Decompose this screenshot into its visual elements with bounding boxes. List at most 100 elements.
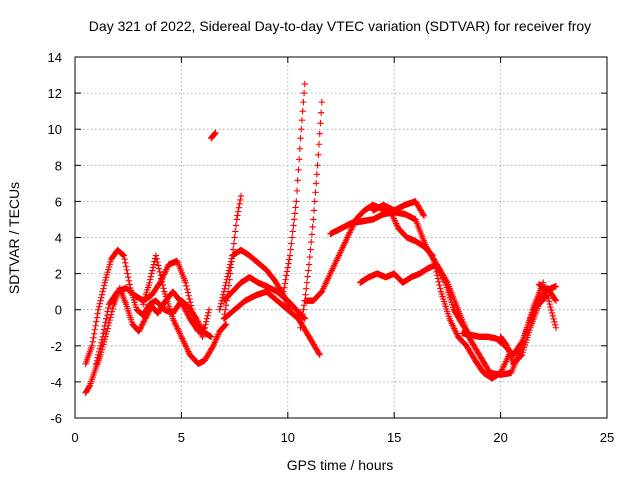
- data-point: [298, 315, 306, 322]
- data-point: [184, 311, 191, 318]
- data-point: [547, 303, 554, 311]
- y-tick-label: 12: [48, 86, 62, 101]
- data-point: [159, 281, 167, 289]
- data-point: [203, 318, 210, 325]
- data-point: [544, 292, 551, 299]
- y-tick-label: 6: [55, 194, 62, 209]
- data-point: [283, 268, 291, 275]
- series-arc-17: [497, 292, 560, 368]
- data-point: [137, 325, 144, 332]
- data-point: [290, 222, 297, 229]
- data-point: [306, 253, 313, 261]
- data-point: [292, 204, 299, 211]
- data-point: [96, 345, 104, 353]
- data-point: [545, 297, 553, 305]
- data-point: [146, 279, 153, 286]
- data-point: [318, 98, 326, 106]
- x-tick-label: 5: [178, 430, 185, 445]
- data-point: [100, 326, 108, 333]
- data-point: [122, 259, 129, 266]
- series-arc-14: [369, 198, 428, 220]
- data-point: [550, 315, 557, 323]
- data-point: [552, 324, 560, 331]
- data-point: [158, 275, 165, 282]
- data-point: [281, 280, 289, 287]
- y-tick-label: 8: [55, 158, 62, 173]
- data-point: [140, 318, 148, 325]
- data-point: [202, 321, 209, 328]
- data-point: [552, 297, 560, 304]
- data-point: [311, 198, 318, 205]
- data-point: [315, 151, 322, 158]
- data-point: [109, 305, 116, 313]
- data-point: [517, 340, 525, 347]
- data-point: [182, 279, 189, 286]
- data-point: [297, 135, 304, 142]
- data-point: [291, 210, 299, 217]
- data-point: [282, 276, 289, 283]
- data-point: [137, 323, 145, 331]
- data-point: [150, 261, 157, 268]
- data-point: [228, 255, 235, 262]
- data-point: [308, 231, 316, 238]
- data-point: [98, 294, 105, 301]
- data-point: [231, 234, 238, 241]
- data-point: [205, 309, 212, 316]
- data-point: [303, 279, 311, 286]
- data-point: [297, 324, 304, 331]
- data-point: [299, 311, 306, 318]
- data-point: [300, 89, 308, 97]
- data-point: [100, 329, 107, 337]
- data-point: [315, 350, 323, 357]
- x-tick-label: 25: [600, 430, 614, 445]
- data-point: [281, 284, 288, 291]
- y-tick-label: -2: [50, 339, 62, 354]
- data-point: [549, 312, 557, 320]
- data-point: [227, 258, 235, 265]
- data-point: [283, 272, 290, 279]
- data-point: [546, 300, 553, 308]
- data-point: [95, 351, 102, 359]
- data-point: [85, 383, 93, 390]
- data-point: [216, 306, 223, 313]
- data-point: [300, 98, 307, 106]
- data-point: [293, 198, 300, 205]
- data-point: [280, 288, 287, 295]
- y-tick-label: 4: [55, 231, 62, 246]
- data-point: [295, 156, 303, 163]
- data-point: [286, 256, 293, 263]
- data-point: [300, 301, 308, 309]
- data-point: [120, 252, 128, 259]
- data-point: [237, 196, 244, 204]
- data-point: [187, 299, 194, 306]
- data-point: [186, 295, 193, 303]
- data-point: [305, 261, 313, 268]
- data-point: [92, 322, 99, 329]
- data-point: [420, 212, 428, 220]
- data-point: [303, 285, 310, 292]
- data-point: [203, 315, 211, 322]
- data-point: [517, 352, 525, 359]
- data-point: [189, 308, 196, 316]
- data-point: [284, 264, 291, 271]
- data-point: [548, 306, 555, 314]
- data-point: [230, 240, 238, 247]
- data-point: [107, 314, 114, 321]
- x-tick-label: 15: [387, 430, 401, 445]
- y-tick-label: 14: [48, 50, 62, 65]
- data-point: [148, 270, 155, 277]
- data-point: [90, 330, 98, 337]
- data-point: [298, 320, 305, 327]
- data-point: [220, 288, 228, 295]
- data-point: [182, 308, 190, 315]
- data-point: [183, 282, 190, 290]
- grid: [75, 57, 607, 418]
- data-point: [99, 288, 106, 295]
- data-point: [105, 304, 112, 312]
- data-point: [158, 278, 166, 286]
- data-point: [149, 264, 157, 271]
- data-point: [211, 130, 218, 137]
- y-tick-label: 10: [48, 122, 62, 137]
- data-point: [94, 354, 101, 362]
- data-point: [98, 339, 105, 346]
